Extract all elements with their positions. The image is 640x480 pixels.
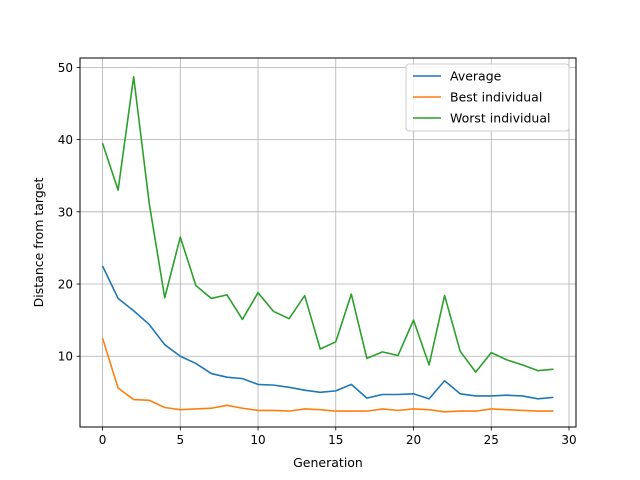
x-tick-label: 30 [561,433,576,447]
plot-area-frame [79,57,577,428]
legend-label: Worst individual [450,111,550,126]
legend-label: Best individual [450,90,542,105]
x-tick-label: 25 [484,433,499,447]
x-axis-label: Generation [293,455,363,470]
x-tick-label: 20 [406,433,421,447]
x-tick-label: 0 [99,433,107,447]
legend: Average Best individual Worst individual [405,63,570,132]
y-tick-label: 20 [58,278,73,292]
x-tick-label: 5 [176,433,184,447]
y-tick-label: 10 [58,350,73,364]
x-tick-label: 15 [328,433,343,447]
series-line-2 [101,75,554,373]
x-axis-ticks: 0 5 10 15 20 25 30 [99,427,577,447]
y-tick-label: 50 [58,61,73,75]
y-tick-label: 30 [58,205,73,219]
y-axis-label: Distance from target [31,178,46,308]
y-axis-ticks: 10 20 30 40 50 [58,61,80,364]
series-lines [101,75,554,413]
y-tick-label: 40 [58,133,73,147]
x-tick-label: 10 [250,433,265,447]
legend-box [405,63,570,132]
series-line-0 [101,265,554,400]
series-line-1 [101,337,554,413]
legend-label: Average [450,69,502,84]
